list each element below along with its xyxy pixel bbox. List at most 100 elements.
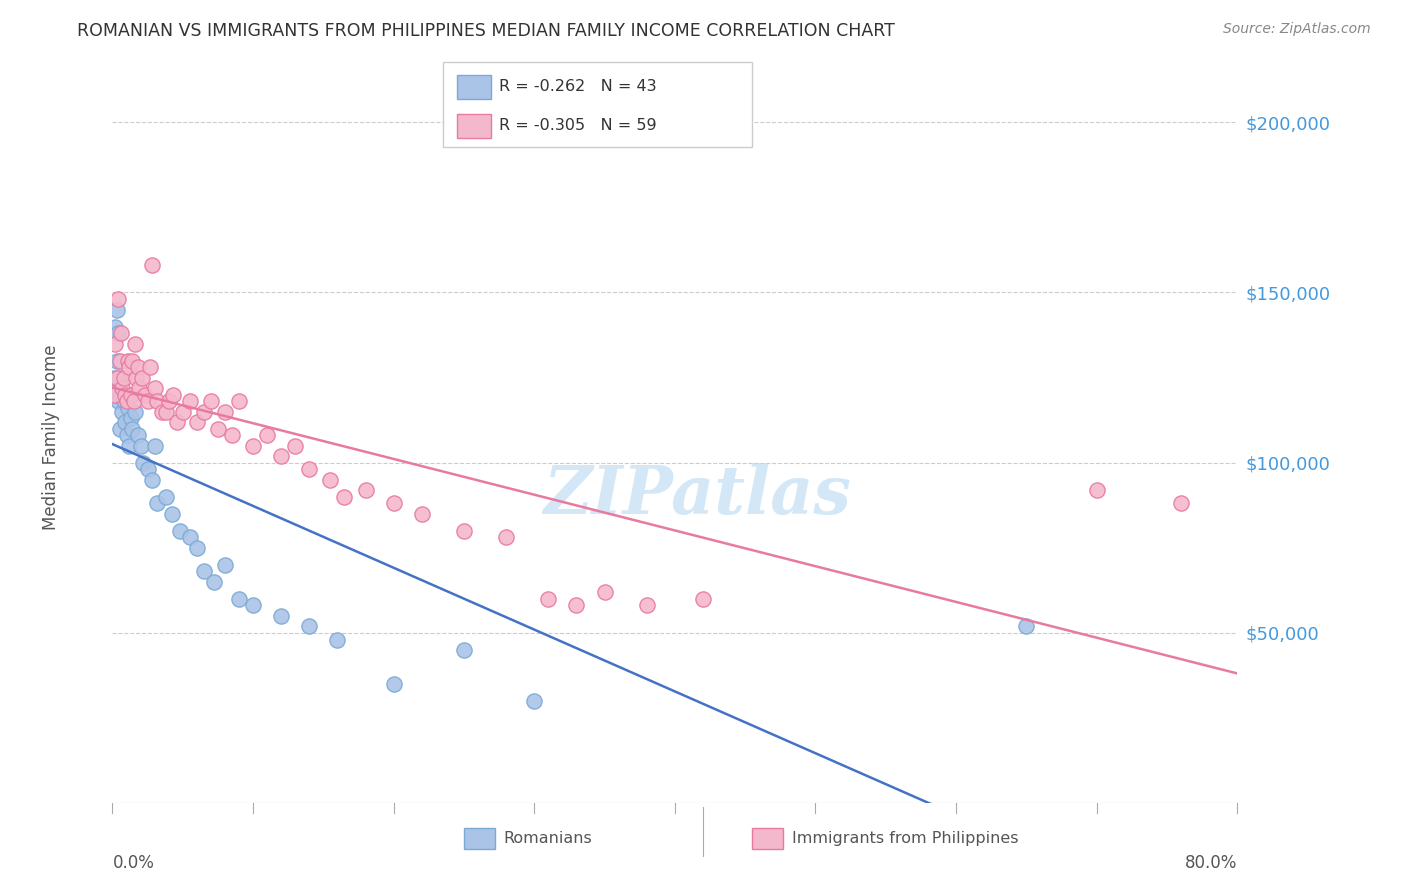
Point [110, 326, 132, 341]
Point [121, 421, 143, 435]
Point [108, 353, 131, 368]
Point [157, 394, 180, 409]
Point [146, 394, 169, 409]
Point [453, 642, 475, 657]
Point [270, 608, 292, 623]
Text: Source: ZipAtlas.com: Source: ZipAtlas.com [1223, 22, 1371, 37]
Point [114, 415, 136, 429]
Point [112, 370, 135, 384]
Point [193, 565, 215, 579]
Point [124, 404, 146, 418]
Point [160, 507, 183, 521]
Point [105, 370, 128, 384]
Point [166, 415, 188, 429]
Point [107, 394, 129, 409]
Point [242, 439, 264, 453]
Point [111, 381, 134, 395]
Point [453, 524, 475, 538]
Point [108, 421, 131, 435]
Point [565, 599, 588, 613]
Point [326, 632, 349, 647]
Point [382, 496, 405, 510]
Point [411, 507, 433, 521]
Point [186, 541, 208, 555]
Point [228, 591, 250, 606]
Point [256, 428, 278, 442]
Point [129, 439, 152, 453]
Point [1015, 619, 1038, 633]
Point [523, 694, 546, 708]
Point [298, 619, 321, 633]
Point [141, 473, 163, 487]
Point [214, 404, 236, 418]
Point [125, 370, 148, 384]
Point [202, 574, 225, 589]
Point [298, 462, 321, 476]
Point [121, 353, 143, 368]
Text: 0.0%: 0.0% [112, 854, 155, 872]
Point [112, 394, 135, 409]
Point [118, 439, 141, 453]
Point [200, 394, 222, 409]
Point [143, 439, 166, 453]
Point [110, 387, 132, 401]
Point [207, 421, 229, 435]
Point [284, 439, 307, 453]
Point [155, 490, 177, 504]
Point [118, 360, 141, 375]
Point [186, 415, 208, 429]
Point [136, 394, 159, 409]
Point [105, 353, 128, 368]
Point [117, 353, 139, 368]
Point [107, 293, 129, 307]
Text: Immigrants from Philippines: Immigrants from Philippines [792, 831, 1018, 846]
Point [136, 462, 159, 476]
Point [228, 394, 250, 409]
Point [1085, 483, 1108, 497]
Point [107, 326, 129, 341]
Point [636, 599, 658, 613]
Point [124, 336, 146, 351]
Point [108, 370, 131, 384]
Point [114, 387, 136, 401]
Point [270, 449, 292, 463]
Point [115, 428, 138, 442]
Text: R = -0.305   N = 59: R = -0.305 N = 59 [499, 118, 657, 133]
Text: ROMANIAN VS IMMIGRANTS FROM PHILIPPINES MEDIAN FAMILY INCOME CORRELATION CHART: ROMANIAN VS IMMIGRANTS FROM PHILIPPINES … [77, 22, 896, 40]
Point [169, 524, 191, 538]
Point [104, 319, 127, 334]
Point [146, 496, 169, 510]
Point [1170, 496, 1192, 510]
Text: ZIPatlas: ZIPatlas [544, 463, 851, 528]
Point [593, 585, 616, 599]
Point [128, 381, 150, 395]
Point [103, 387, 125, 401]
Text: Romanians: Romanians [503, 831, 592, 846]
Point [692, 591, 714, 606]
Text: R = -0.262   N = 43: R = -0.262 N = 43 [499, 78, 657, 94]
Point [172, 404, 194, 418]
Point [382, 677, 405, 691]
Point [134, 387, 156, 401]
Point [179, 531, 201, 545]
Point [155, 404, 177, 418]
Point [162, 387, 184, 401]
Point [122, 394, 145, 409]
Point [111, 404, 134, 418]
Text: Median Family Income: Median Family Income [42, 344, 59, 530]
Point [242, 599, 264, 613]
Point [179, 394, 201, 409]
Point [115, 394, 138, 409]
Point [105, 302, 128, 317]
Point [537, 591, 560, 606]
Point [120, 387, 142, 401]
Point [117, 401, 139, 416]
Point [319, 473, 342, 487]
Point [214, 558, 236, 572]
Point [354, 483, 377, 497]
Point [495, 531, 517, 545]
Point [143, 381, 166, 395]
Point [127, 360, 149, 375]
Text: 80.0%: 80.0% [1185, 854, 1237, 872]
Point [150, 404, 173, 418]
